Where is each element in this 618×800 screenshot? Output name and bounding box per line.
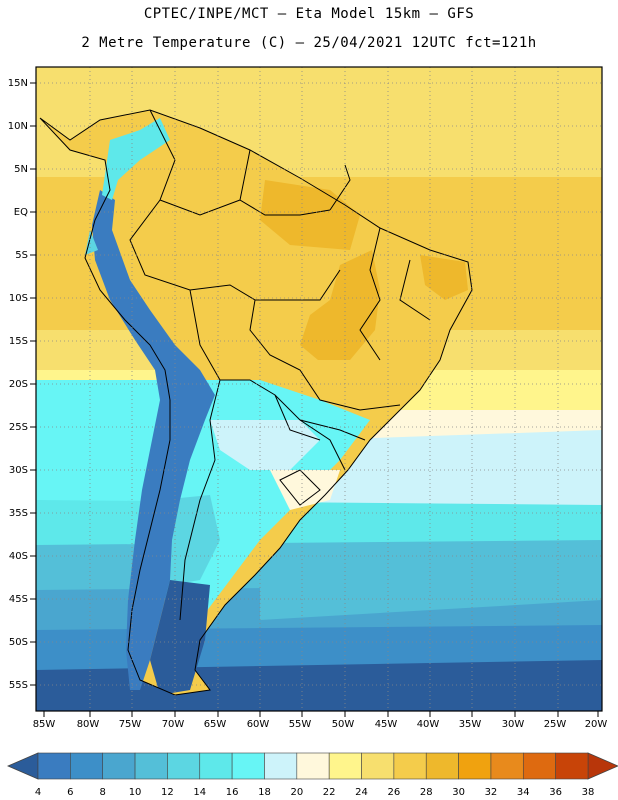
legend-cell xyxy=(264,752,298,780)
legend-tick-label: 14 xyxy=(193,787,206,798)
lat-label: 25S xyxy=(9,422,28,433)
legend-cell xyxy=(393,752,427,780)
legend-tick-label: 26 xyxy=(388,787,401,798)
lat-label: 5N xyxy=(14,164,28,175)
legend-tick-label: 28 xyxy=(420,787,433,798)
lat-label: 10S xyxy=(9,293,28,304)
title-line-2: 2 Metre Temperature (C) – 25/04/2021 12U… xyxy=(81,35,537,51)
lon-label: 25W xyxy=(544,719,567,730)
lat-label: 50S xyxy=(9,637,28,648)
lon-label: 70W xyxy=(162,719,185,730)
legend-cell xyxy=(522,752,556,780)
legend-tick-label: 24 xyxy=(355,787,368,798)
lon-label: 20W xyxy=(585,719,608,730)
lon-label: 45W xyxy=(375,719,398,730)
legend-cell xyxy=(37,752,71,780)
legend-arrow-low xyxy=(6,752,39,780)
legend-tick-label: 38 xyxy=(582,787,595,798)
lat-label: 45S xyxy=(9,594,28,605)
legend-tick-label: 18 xyxy=(258,787,271,798)
legend-cell xyxy=(328,752,362,780)
legend-tick-label: 6 xyxy=(67,787,73,798)
lat-label: 55S xyxy=(9,680,28,691)
legend-cell xyxy=(199,752,233,780)
country-borders xyxy=(39,109,473,696)
legend-cell xyxy=(555,752,589,780)
lat-label: 5S xyxy=(15,250,28,261)
legend-cell xyxy=(134,752,168,780)
lon-label: 80W xyxy=(77,719,100,730)
longitude-axis: 85W 80W 75W 70W 65W 60W 55W 50W 45W 40W … xyxy=(33,711,608,730)
legend-cell xyxy=(458,752,492,780)
legend-tick-label: 4 xyxy=(35,787,41,798)
lon-label: 30W xyxy=(502,719,525,730)
lon-label: 65W xyxy=(204,719,227,730)
legend-cell xyxy=(296,752,330,780)
legend-cell xyxy=(70,752,104,780)
legend-tick-label: 20 xyxy=(290,787,303,798)
lat-label: 20S xyxy=(9,379,28,390)
lat-label: EQ xyxy=(14,207,28,218)
legend-tick-label: 10 xyxy=(129,787,142,798)
lon-label: 60W xyxy=(247,719,270,730)
legend-tick-label: 30 xyxy=(452,787,465,798)
legend-tick-label: 8 xyxy=(100,787,106,798)
legend-tick-label: 22 xyxy=(323,787,336,798)
map-field xyxy=(36,67,602,711)
graticule xyxy=(36,67,602,711)
legend-cell xyxy=(167,752,201,780)
lat-label: 15S xyxy=(9,336,28,347)
legend-tick-label: 32 xyxy=(485,787,498,798)
andes-cold-spine xyxy=(92,190,215,690)
legend-tick-label: 16 xyxy=(226,787,239,798)
lat-label: 40S xyxy=(9,551,28,562)
legend-cell xyxy=(102,752,136,780)
legend-cell xyxy=(490,752,524,780)
lon-label: 75W xyxy=(119,719,142,730)
legend-cell xyxy=(231,752,265,780)
lon-label: 35W xyxy=(459,719,482,730)
title-line-1: CPTEC/INPE/MCT – Eta Model 15km – GFS xyxy=(143,6,475,22)
map-frame xyxy=(35,66,603,712)
legend-tick-label: 36 xyxy=(549,787,562,798)
latitude-axis: 15N 10N 5N EQ 5S 10S 15S 20S 25S 30S 35S… xyxy=(8,78,36,691)
lat-label: 10N xyxy=(8,121,28,132)
lon-label: 50W xyxy=(332,719,355,730)
legend-cell xyxy=(425,752,459,780)
legend-cell xyxy=(361,752,395,780)
color-legend: 4 6 8 10 12 14 16 18 20 22 24 26 28 30 32 34 36 38 xyxy=(6,752,618,798)
legend-tick-label: 12 xyxy=(161,787,174,798)
lon-label: 40W xyxy=(417,719,440,730)
legend-tick-label: 34 xyxy=(517,787,530,798)
lon-label: 55W xyxy=(289,719,312,730)
lon-label: 85W xyxy=(33,719,56,730)
lat-label: 35S xyxy=(9,508,28,519)
legend-arrow-high xyxy=(587,752,618,780)
lat-label: 15N xyxy=(8,78,28,89)
lat-label: 30S xyxy=(9,465,28,476)
